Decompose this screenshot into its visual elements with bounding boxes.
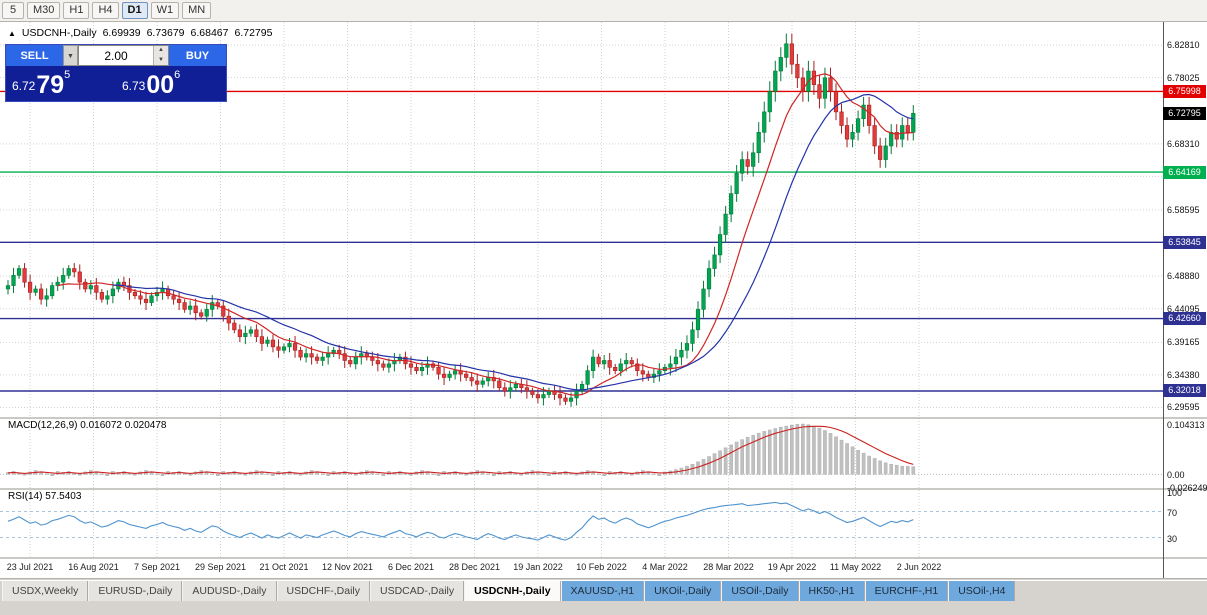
- date-axis-label: 10 Feb 2022: [576, 562, 627, 572]
- rsi-axis-label: 30: [1167, 533, 1178, 544]
- timeframe-button-h1[interactable]: H1: [63, 2, 90, 19]
- ohlc-low: 6.68467: [190, 27, 229, 39]
- price-axis-label: 6.48880: [1167, 271, 1200, 282]
- sell-price-display: 6.72 79 5: [6, 66, 116, 101]
- chart-tabbar: USDX,Weekly EURUSD-,Daily AUDUSD-,Daily USD…: [0, 580, 1207, 601]
- chart-tab-usdcnh-daily[interactable]: USDCNH-,Daily: [464, 581, 561, 601]
- price-axis-label: 6.82810: [1167, 40, 1200, 51]
- price-axis-label: 6.44095: [1167, 303, 1200, 314]
- sell-button[interactable]: SELL: [6, 45, 63, 66]
- chart-tab-eurusd-daily[interactable]: EURUSD-,Daily: [88, 581, 183, 601]
- ohlc-open: 6.69939: [102, 27, 141, 39]
- chart-tab-ukoil-daily[interactable]: UKOil-,Daily: [644, 581, 722, 601]
- timeframe-button-h4[interactable]: H4: [92, 2, 119, 19]
- volume-input[interactable]: [79, 46, 153, 65]
- buy-price-base: 6.73: [122, 79, 146, 93]
- volume-dropdown-button[interactable]: ▼: [63, 45, 78, 66]
- macd-axis-label: -0.026249: [1167, 483, 1207, 493]
- buy-button[interactable]: BUY: [169, 45, 226, 66]
- date-axis-label: 21 Oct 2021: [259, 562, 309, 572]
- chart-tab-usdchf-daily[interactable]: USDCHF-,Daily: [276, 581, 371, 601]
- macd-axis-label: 0.00: [1167, 470, 1185, 481]
- uptick-icon: ▲: [8, 29, 16, 38]
- timeframe-button-d1[interactable]: D1: [121, 2, 148, 19]
- price-axis-label: 6.29595: [1167, 402, 1200, 413]
- buy-price-pip: 6: [174, 69, 181, 81]
- level-price-badge: 6.42660: [1163, 312, 1206, 326]
- date-axis-label: 19 Jan 2022: [513, 562, 563, 572]
- timeframe-button-mn[interactable]: MN: [182, 2, 212, 19]
- buy-price-display: 6.73 00 6: [116, 66, 226, 101]
- timeframe-button-5[interactable]: 5: [2, 2, 24, 19]
- date-axis-label: 16 Aug 2021: [68, 562, 119, 572]
- sell-price-pip: 5: [64, 69, 71, 81]
- timeframe-button-w1[interactable]: W1: [150, 2, 180, 19]
- date-axis-label: 4 Mar 2022: [642, 562, 688, 572]
- current-price-badge: 6.72795: [1163, 106, 1206, 120]
- buy-price-big: 00: [146, 71, 175, 99]
- timeframe-toolbar: 5 M30 H1 H4 D1 W1 MN: [0, 0, 1207, 22]
- date-axis-label: 28 Dec 2021: [448, 562, 501, 572]
- chart-symbol: USDCNH-,Daily: [21, 27, 97, 39]
- level-price-badge: 6.75998: [1163, 84, 1206, 98]
- macd-header: MACD(12,26,9) 0.016072 0.020478: [8, 420, 167, 431]
- price-axis-label: 6.68310: [1167, 138, 1200, 149]
- date-axis-label: 2 Jun 2022: [896, 562, 942, 572]
- chart-tab-eurchf-h1[interactable]: EURCHF-,H1: [864, 581, 949, 601]
- volume-up-icon[interactable]: ▲: [154, 46, 168, 56]
- date-axis-label: 6 Dec 2021: [387, 562, 435, 572]
- date-axis-label: 29 Sep 2021: [194, 562, 247, 572]
- date-axis-label: 23 Jul 2021: [6, 562, 54, 572]
- chart-tab-usoil-daily[interactable]: USOil-,Daily: [721, 581, 799, 601]
- volume-stepper: ▲ ▼: [153, 46, 168, 65]
- level-price-badge: 6.32018: [1163, 384, 1206, 398]
- sell-price-base: 6.72: [12, 79, 36, 93]
- chart-tab-usoil-h4[interactable]: USOil-,H4: [948, 581, 1016, 601]
- ohlc-close: 6.72795: [234, 27, 273, 39]
- chart-tab-hk50-h1[interactable]: HK50-,H1: [798, 581, 865, 601]
- level-price-badge: 6.53845: [1163, 235, 1206, 249]
- price-axis-label: 6.58595: [1167, 204, 1200, 215]
- date-axis-label: 28 Mar 2022: [703, 562, 754, 572]
- price-axis-label: 6.39165: [1167, 337, 1200, 348]
- date-axis-label: 7 Sep 2021: [133, 562, 181, 572]
- price-axis-label: 6.78025: [1167, 72, 1200, 83]
- sell-price-big: 79: [36, 71, 65, 99]
- macd-axis-label: 0.104313: [1167, 420, 1205, 430]
- chart-ohlc-header: ▲ USDCNH-,Daily 6.69939 6.73679 6.68467 6.727…: [8, 27, 278, 39]
- chart-tab-xauusd-h1[interactable]: XAUUSD-,H1: [560, 581, 645, 601]
- date-axis-label: 12 Nov 2021: [321, 562, 374, 572]
- rsi-header: RSI(14) 57.5403: [8, 491, 82, 502]
- ohlc-high: 6.73679: [146, 27, 185, 39]
- price-axis-label: 6.34380: [1167, 369, 1200, 380]
- chart-tab-usdx-weekly[interactable]: USDX,Weekly: [2, 581, 89, 601]
- one-click-trade-panel: SELL ▼ ▲ ▼ BUY 6.72 79 5 6.73 00 6: [5, 44, 227, 102]
- chart-tab-usdcad-daily[interactable]: USDCAD-,Daily: [370, 581, 465, 601]
- chart-tab-audusd-daily[interactable]: AUDUSD-,Daily: [182, 581, 277, 601]
- level-price-badge: 6.64169: [1163, 165, 1206, 179]
- date-axis-label: 11 May 2022: [829, 562, 882, 572]
- volume-down-icon[interactable]: ▼: [154, 55, 168, 65]
- rsi-axis-label: 70: [1167, 507, 1178, 518]
- timeframe-button-m30[interactable]: M30: [27, 2, 61, 19]
- date-axis-label: 19 Apr 2022: [767, 562, 817, 572]
- rsi-axis-label: 100: [1167, 488, 1183, 498]
